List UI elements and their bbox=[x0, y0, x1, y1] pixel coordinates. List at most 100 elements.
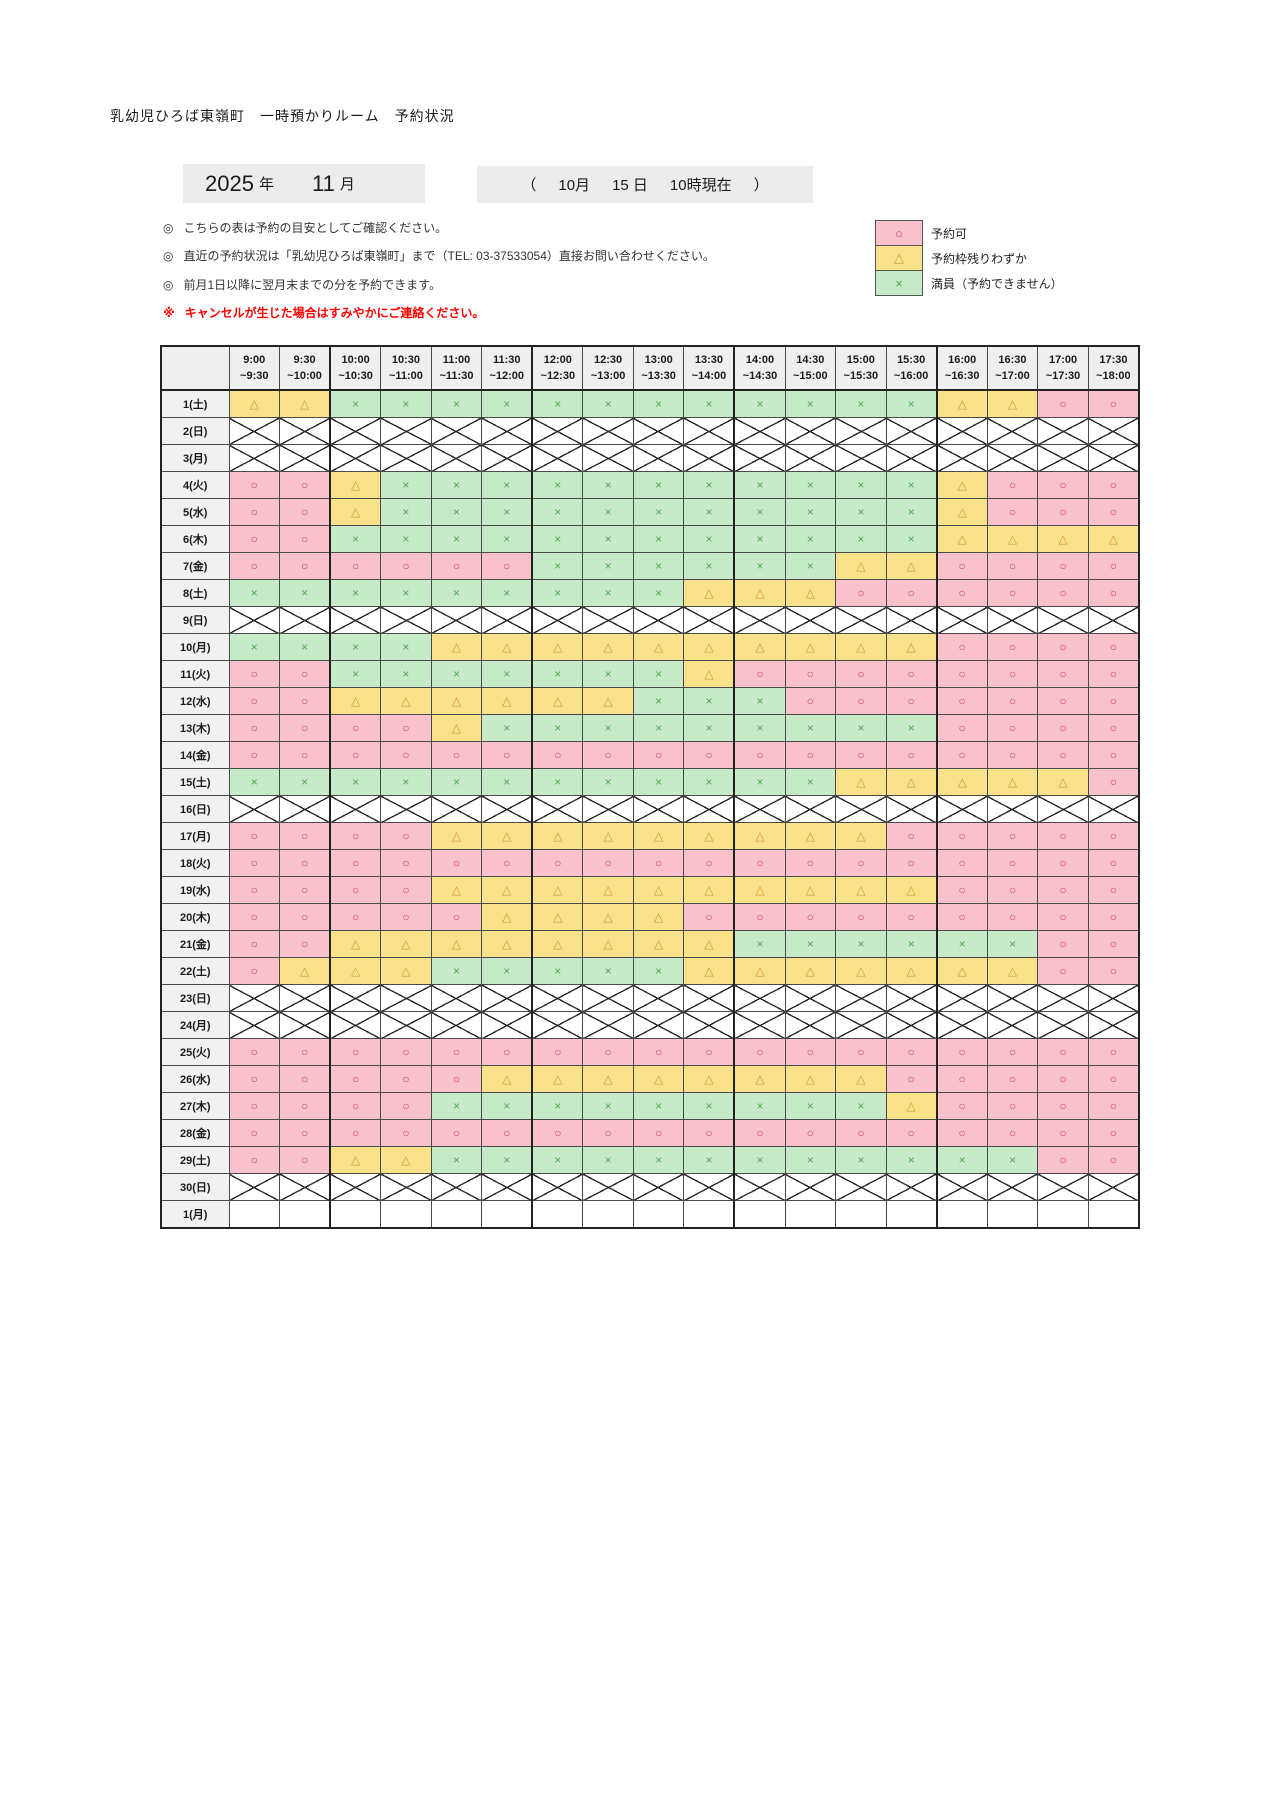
slot-cell: ○ bbox=[582, 1119, 634, 1147]
cancel-note-text: キャンセルが生じた場合はすみやかにご連絡ください。 bbox=[184, 306, 485, 320]
empty-cell bbox=[632, 1200, 685, 1229]
closed-cell bbox=[885, 417, 938, 445]
empty-cell bbox=[430, 1200, 483, 1229]
slot-cell: △ bbox=[531, 876, 584, 904]
closed-cell bbox=[784, 1011, 837, 1039]
time-slot-header: 9:00 ~9:30 bbox=[228, 345, 281, 391]
slot-cell: ○ bbox=[1087, 903, 1140, 931]
slot-cell: ○ bbox=[835, 660, 887, 688]
slot-cell: △ bbox=[784, 633, 837, 661]
slot-cell: × bbox=[632, 714, 685, 742]
closed-cell bbox=[582, 1011, 634, 1039]
period-box: 2025 年 11 月 bbox=[183, 164, 425, 203]
slot-cell: ○ bbox=[582, 1038, 634, 1066]
closed-cell bbox=[1087, 1173, 1140, 1201]
slot-cell: ○ bbox=[1037, 957, 1089, 985]
closed-cell bbox=[1037, 606, 1089, 634]
slot-cell: △ bbox=[986, 525, 1039, 553]
slot-cell: × bbox=[329, 660, 382, 688]
slot-cell: ○ bbox=[936, 1092, 988, 1120]
closed-cell bbox=[531, 606, 584, 634]
slot-cell: × bbox=[531, 714, 584, 742]
slot-cell: × bbox=[835, 1146, 887, 1174]
slot-cell: ○ bbox=[1037, 552, 1089, 580]
slot-cell: ○ bbox=[936, 1065, 988, 1093]
slot-cell: × bbox=[430, 579, 483, 607]
slot-cell: ○ bbox=[1087, 579, 1140, 607]
slot-cell: ○ bbox=[835, 687, 887, 715]
slot-cell: ○ bbox=[784, 1119, 837, 1147]
day-label: 3(月) bbox=[160, 444, 230, 472]
time-slot-header: 17:00 ~17:30 bbox=[1037, 345, 1089, 391]
empty-cell bbox=[1037, 1200, 1089, 1229]
slot-cell: ○ bbox=[986, 498, 1039, 526]
time-slot-header: 17:30 ~18:00 bbox=[1087, 345, 1140, 391]
slot-cell: × bbox=[380, 579, 432, 607]
slot-cell: ○ bbox=[885, 687, 938, 715]
as-of-time: 10時現在 bbox=[669, 177, 732, 194]
slot-cell: ○ bbox=[279, 687, 332, 715]
slot-cell: ○ bbox=[481, 1038, 534, 1066]
closed-cell bbox=[1087, 984, 1140, 1012]
note-3: ◎ 前月1日以降に翌月末までの分を予約できます。 bbox=[163, 276, 441, 293]
slot-cell: ○ bbox=[885, 903, 938, 931]
closed-cell bbox=[784, 606, 837, 634]
slot-cell: △ bbox=[936, 768, 988, 796]
slot-cell: △ bbox=[683, 930, 736, 958]
closed-cell bbox=[936, 606, 988, 634]
closed-cell bbox=[531, 444, 584, 472]
closed-cell bbox=[279, 1173, 332, 1201]
closed-cell bbox=[733, 417, 786, 445]
slot-cell: × bbox=[481, 389, 534, 418]
slot-cell: ○ bbox=[885, 849, 938, 877]
slot-cell: ○ bbox=[885, 822, 938, 850]
slot-cell: △ bbox=[885, 552, 938, 580]
day-row: 2(日) bbox=[160, 417, 1140, 445]
closed-cell bbox=[1037, 417, 1089, 445]
slot-cell: △ bbox=[329, 957, 382, 985]
slot-cell: ○ bbox=[1037, 389, 1089, 418]
slot-cell: ○ bbox=[228, 525, 281, 553]
closed-cell bbox=[279, 1011, 332, 1039]
slot-cell: × bbox=[582, 714, 634, 742]
day-row: 23(日) bbox=[160, 984, 1140, 1012]
corner-cell bbox=[160, 345, 230, 391]
legend-label-few: 予約枠残りわずか bbox=[931, 251, 1028, 266]
day-row: 10(月) × × × × △ △ △ △ △ △ △ △ △ △ ○ ○ ○ ○ bbox=[160, 633, 1140, 661]
slot-cell: △ bbox=[835, 822, 887, 850]
closed-cell bbox=[733, 1173, 786, 1201]
slot-cell: △ bbox=[329, 930, 382, 958]
closed-cell bbox=[279, 795, 332, 823]
slot-cell: ○ bbox=[733, 741, 786, 769]
slot-cell: ○ bbox=[683, 1119, 736, 1147]
slot-cell: ○ bbox=[1087, 822, 1140, 850]
slot-cell: ○ bbox=[784, 849, 837, 877]
day-row: 20(木) ○ ○ ○ ○ ○ △ △ △ △ ○ ○ ○ ○ ○ ○ ○ ○ ○ bbox=[160, 903, 1140, 931]
closed-cell bbox=[481, 444, 534, 472]
slot-cell: × bbox=[531, 768, 584, 796]
slot-cell: ○ bbox=[279, 876, 332, 904]
slot-cell: × bbox=[632, 579, 685, 607]
slot-cell: ○ bbox=[1087, 741, 1140, 769]
slot-cell: × bbox=[733, 525, 786, 553]
slot-cell: ○ bbox=[986, 471, 1039, 499]
slot-cell: × bbox=[784, 714, 837, 742]
slot-cell: ○ bbox=[329, 714, 382, 742]
time-slot-header: 16:00 ~16:30 bbox=[936, 345, 988, 391]
slot-cell: × bbox=[531, 471, 584, 499]
slot-cell: △ bbox=[481, 822, 534, 850]
slot-cell: △ bbox=[279, 389, 332, 418]
slot-cell: △ bbox=[481, 930, 534, 958]
day-label: 4(火) bbox=[160, 471, 230, 499]
slot-cell: ○ bbox=[279, 1038, 332, 1066]
slot-cell: × bbox=[481, 1146, 534, 1174]
slot-cell: × bbox=[582, 957, 634, 985]
slot-cell: △ bbox=[582, 876, 634, 904]
slot-cell: × bbox=[733, 768, 786, 796]
slot-cell: × bbox=[835, 389, 887, 418]
slot-cell: ○ bbox=[1037, 822, 1089, 850]
closed-cell bbox=[481, 417, 534, 445]
closed-cell bbox=[279, 444, 332, 472]
closed-cell bbox=[683, 1011, 736, 1039]
empty-cell bbox=[885, 1200, 938, 1229]
